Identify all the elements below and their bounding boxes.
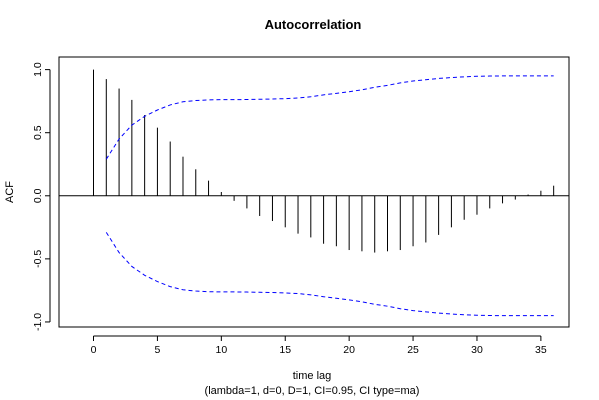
x-tick-label: 10 xyxy=(215,344,227,356)
x-tick-label: 35 xyxy=(535,344,547,356)
plot-frame xyxy=(58,56,570,328)
ci-lower-line xyxy=(105,232,554,317)
y-tick-label: 0.5 xyxy=(32,125,44,140)
x-tick-label: 15 xyxy=(279,344,291,356)
x-tick-label: 5 xyxy=(154,344,160,356)
y-tick-label: 0.0 xyxy=(32,188,44,203)
y-axis: -1.0 -0.5 0.0 0.5 1.0 xyxy=(32,62,51,331)
x-axis-label: time lag xyxy=(293,370,332,382)
x-tick-label: 25 xyxy=(407,344,419,356)
y-tick-label: -1.0 xyxy=(32,313,44,331)
x-tick-label: 0 xyxy=(91,344,97,356)
acf-bars xyxy=(93,69,555,253)
x-tick-label: 30 xyxy=(471,344,483,356)
x-axis: 0 5 10 15 20 25 30 35 xyxy=(91,335,547,356)
chart-subtitle: (lambda=1, d=0, D=1, CI=0.95, CI type=ma… xyxy=(205,385,420,397)
ci-upper-line xyxy=(105,75,554,160)
y-tick-label: -0.5 xyxy=(32,250,44,268)
y-tick-label: 1.0 xyxy=(32,62,44,77)
y-axis-label: ACF xyxy=(4,181,16,203)
chart-title: Autocorrelation xyxy=(265,17,362,32)
x-tick-label: 20 xyxy=(343,344,355,356)
